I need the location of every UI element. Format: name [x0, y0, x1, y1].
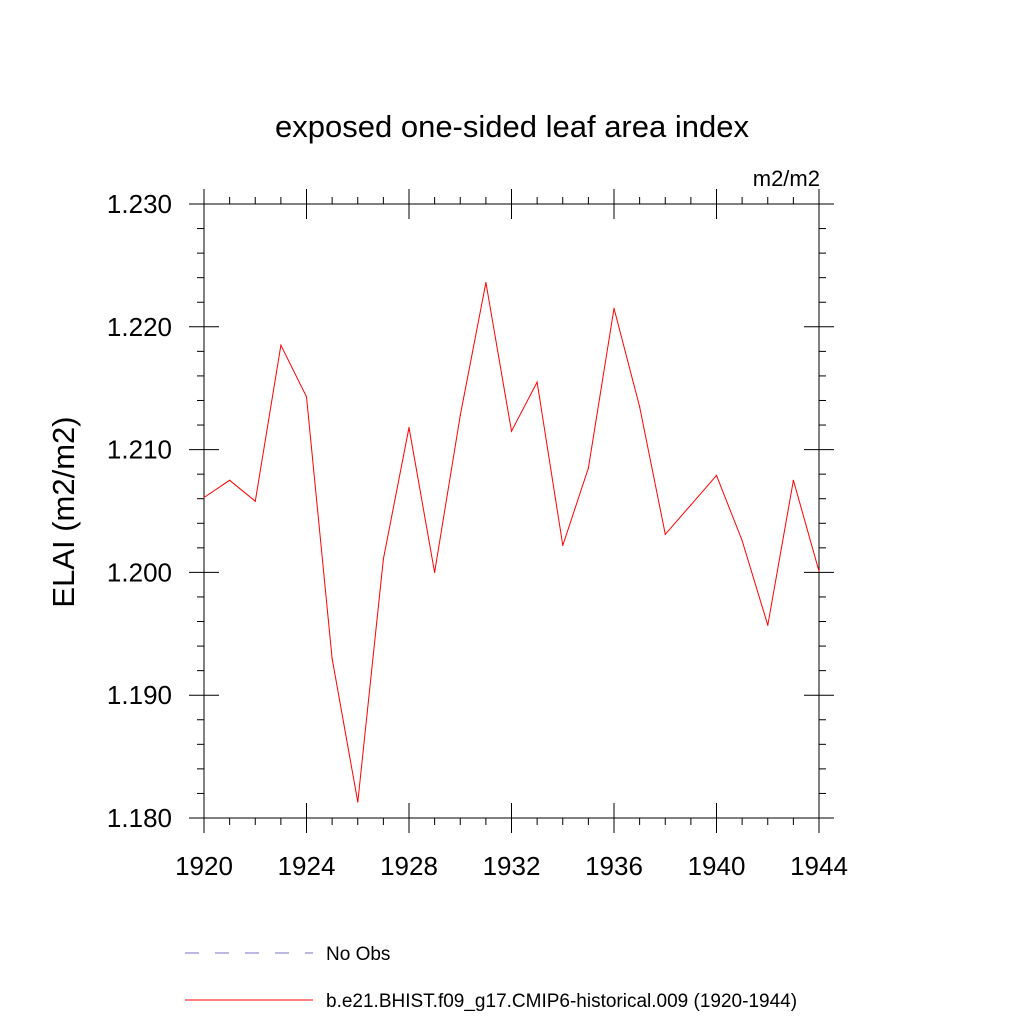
y-axis-label: ELAI (m2/m2) — [46, 416, 81, 607]
x-tick-label: 1944 — [790, 851, 848, 881]
x-tick-label: 1932 — [483, 851, 541, 881]
chart-title: exposed one-sided leaf area index — [275, 109, 749, 144]
x-tick-label: 1920 — [175, 851, 233, 881]
x-tick-label: 1924 — [278, 851, 336, 881]
x-tick-label: 1936 — [585, 851, 643, 881]
data-point — [459, 414, 461, 416]
data-point — [485, 281, 487, 284]
data-point — [664, 533, 666, 535]
data-point — [408, 426, 410, 429]
legend-label: No Obs — [326, 944, 390, 965]
data-point — [382, 558, 384, 560]
data-point — [715, 474, 718, 476]
data-point — [792, 479, 794, 481]
data-point — [818, 570, 820, 572]
data-point — [613, 307, 615, 309]
data-point — [305, 396, 308, 398]
x-tick-label: 1940 — [688, 851, 746, 881]
data-point — [587, 467, 589, 469]
data-point — [767, 624, 769, 626]
data-point — [562, 544, 564, 546]
data-point — [331, 657, 333, 659]
legend-label: b.e21.BHIST.f09_g17.CMIP6-historical.009… — [326, 991, 797, 1012]
data-point — [434, 571, 436, 574]
y-tick-label: 1.220 — [107, 312, 172, 342]
data-point — [203, 496, 205, 499]
x-tick-label: 1928 — [380, 851, 438, 881]
y-tick-label: 1.230 — [107, 189, 172, 219]
data-point — [536, 381, 538, 383]
data-point — [254, 500, 256, 502]
units-label: m2/m2 — [753, 166, 820, 191]
plot-frame — [203, 203, 820, 819]
data-point — [280, 344, 282, 346]
data-point — [639, 406, 641, 408]
y-tick-label: 1.180 — [107, 803, 172, 833]
series-line — [203, 282, 820, 803]
y-tick-label: 1.190 — [107, 680, 172, 710]
y-tick-label: 1.210 — [107, 435, 172, 465]
data-point — [741, 539, 743, 542]
y-tick-label: 1.200 — [107, 557, 172, 587]
data-point — [229, 479, 231, 481]
data-point — [510, 430, 513, 432]
data-point — [357, 801, 359, 803]
data-point — [690, 504, 692, 506]
